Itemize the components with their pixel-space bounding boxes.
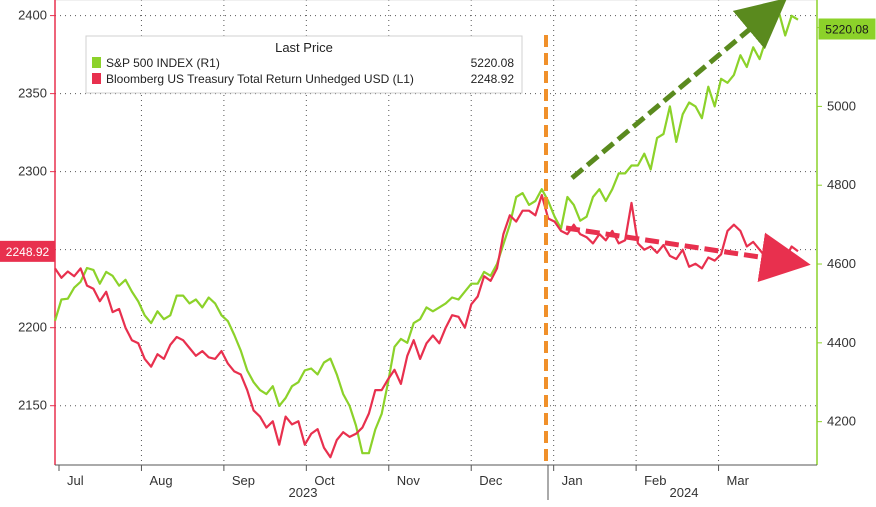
legend-value: 2248.92 <box>471 72 515 86</box>
legend-swatch <box>92 57 101 68</box>
series-lines <box>53 10 799 459</box>
legend-title: Last Price <box>275 40 333 55</box>
right-last-value-tag <box>818 18 876 40</box>
left-tick-label: 2400 <box>18 8 47 23</box>
month-label: Jul <box>67 473 84 488</box>
right-tick-label: 4800 <box>827 177 856 192</box>
legend-label: Bloomberg US Treasury Total Return Unhed… <box>106 72 414 86</box>
month-label: Feb <box>644 473 666 488</box>
year-label: 2023 <box>289 485 318 500</box>
axis-labels: 2150220022502300235024004200440046004800… <box>0 8 876 500</box>
left-tick-label: 2150 <box>18 398 47 413</box>
right-last-value: 5220.08 <box>825 23 869 37</box>
down-trend-arrow <box>565 225 811 283</box>
month-label: Aug <box>149 473 172 488</box>
month-label: Mar <box>727 473 750 488</box>
left-last-value-tag <box>0 240 56 262</box>
month-label: Oct <box>314 473 335 488</box>
legend: Last Price S&P 500 INDEX (R1) 5220.08 Bloom… <box>85 35 523 94</box>
legend-value: 5220.08 <box>471 56 515 70</box>
left-tick-label: 2300 <box>18 164 47 179</box>
treasury-series-line <box>54 194 799 459</box>
left-last-value: 2248.92 <box>6 245 50 259</box>
right-tick-label: 4200 <box>827 414 856 429</box>
month-label: Nov <box>397 473 421 488</box>
right-tick-label: 4400 <box>827 335 856 350</box>
month-label: Dec <box>479 473 503 488</box>
left-tick-label: 2200 <box>18 320 47 335</box>
left-tick-label: 2350 <box>18 86 47 101</box>
right-tick-label: 5000 <box>827 98 856 113</box>
right-tick-label: 4600 <box>827 256 856 271</box>
month-label: Sep <box>232 473 255 488</box>
annotations <box>544 0 811 465</box>
legend-label: S&P 500 INDEX (R1) <box>106 56 220 70</box>
year-label: 2024 <box>670 485 699 500</box>
up-trend-arrow <box>570 0 788 180</box>
month-label: Jan <box>562 473 583 488</box>
axes <box>50 0 822 500</box>
legend-swatch <box>92 73 101 84</box>
gridlines <box>55 0 817 465</box>
legend-box <box>85 35 523 94</box>
sp500-series-line <box>53 10 799 455</box>
